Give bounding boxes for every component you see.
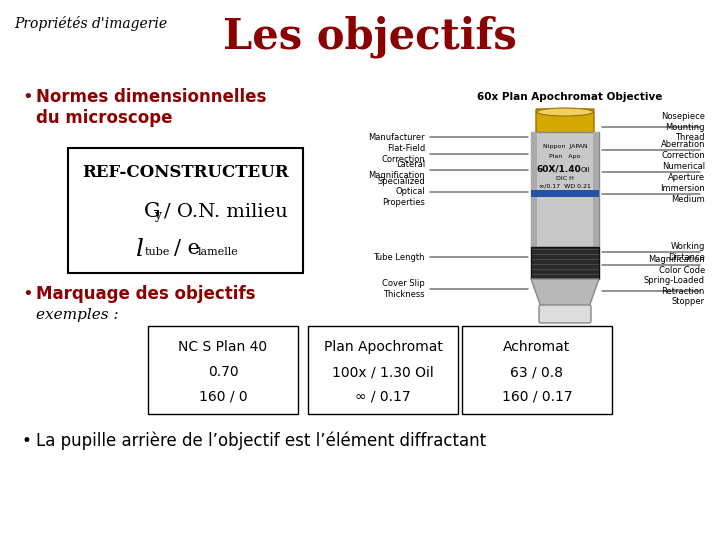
- Text: DIC H: DIC H: [556, 176, 574, 181]
- FancyBboxPatch shape: [531, 247, 599, 279]
- Text: Working
Distance: Working Distance: [668, 242, 705, 262]
- FancyBboxPatch shape: [148, 326, 298, 414]
- Text: REF-CONSTRUCTEUR: REF-CONSTRUCTEUR: [82, 164, 289, 181]
- Text: Achromat: Achromat: [503, 340, 571, 354]
- Text: •: •: [22, 285, 32, 303]
- FancyBboxPatch shape: [536, 109, 594, 133]
- Text: Les objectifs: Les objectifs: [223, 15, 517, 57]
- Ellipse shape: [537, 108, 593, 116]
- Text: 0.70: 0.70: [207, 365, 238, 379]
- Text: Nippon  JAPAN: Nippon JAPAN: [543, 144, 588, 149]
- Text: NC S Plan 40: NC S Plan 40: [179, 340, 268, 354]
- Text: / e: / e: [174, 239, 199, 258]
- Text: Tube Length: Tube Length: [374, 253, 425, 261]
- Text: 160 / 0.17: 160 / 0.17: [502, 390, 572, 404]
- Text: 60X/1.40: 60X/1.40: [536, 165, 581, 174]
- Text: 60x Plan Apochromat Objective: 60x Plan Apochromat Objective: [477, 92, 662, 102]
- FancyBboxPatch shape: [462, 326, 612, 414]
- Text: •: •: [22, 88, 32, 106]
- FancyBboxPatch shape: [531, 132, 599, 247]
- Text: G: G: [143, 202, 160, 221]
- Text: Marquage des objectifs: Marquage des objectifs: [36, 285, 256, 303]
- Text: Immersion
Medium: Immersion Medium: [660, 184, 705, 204]
- FancyBboxPatch shape: [68, 148, 303, 273]
- Text: •: •: [22, 432, 32, 450]
- Text: Spring-Loaded
Retraction
Stopper: Spring-Loaded Retraction Stopper: [644, 276, 705, 306]
- FancyBboxPatch shape: [308, 326, 458, 414]
- Text: Oil: Oil: [580, 167, 590, 173]
- Text: La pupille arrière de l’objectif est l’élément diffractant: La pupille arrière de l’objectif est l’é…: [36, 432, 486, 450]
- Text: 100x / 1.30 Oil: 100x / 1.30 Oil: [332, 365, 434, 379]
- Text: Plan Apochromat: Plan Apochromat: [323, 340, 442, 354]
- Text: Propriétés d'imagerie: Propriétés d'imagerie: [14, 16, 167, 31]
- Text: Manufacturer: Manufacturer: [369, 132, 425, 141]
- Text: Aberration
Correction: Aberration Correction: [660, 140, 705, 160]
- Text: 160 / 0: 160 / 0: [199, 390, 247, 404]
- Text: ∞ / 0.17: ∞ / 0.17: [355, 390, 411, 404]
- Text: l: l: [135, 238, 143, 261]
- Text: Cover Slip
Thickness: Cover Slip Thickness: [382, 279, 425, 299]
- Text: Nosepiece
Mounting
Thread: Nosepiece Mounting Thread: [661, 112, 705, 142]
- Text: Lateral
Magnification: Lateral Magnification: [368, 160, 425, 180]
- Text: tube: tube: [145, 247, 170, 257]
- Text: Magnification
Color Code: Magnification Color Code: [648, 255, 705, 275]
- Text: / O.N. milieu: / O.N. milieu: [163, 202, 287, 220]
- FancyBboxPatch shape: [531, 132, 537, 247]
- Text: Specialized
Optical
Properties: Specialized Optical Properties: [377, 177, 425, 207]
- Text: Flat-Field
Correction: Flat-Field Correction: [382, 144, 425, 164]
- Polygon shape: [531, 279, 599, 307]
- FancyBboxPatch shape: [593, 132, 599, 247]
- Text: Plan   Apo: Plan Apo: [549, 154, 581, 159]
- Text: 63 / 0.8: 63 / 0.8: [510, 365, 564, 379]
- FancyBboxPatch shape: [539, 305, 591, 323]
- Text: lamelle: lamelle: [197, 247, 238, 257]
- Text: exemples :: exemples :: [36, 308, 119, 322]
- Text: ∞/0.17  WD 0.21: ∞/0.17 WD 0.21: [539, 183, 591, 188]
- Text: y: y: [155, 209, 161, 222]
- FancyBboxPatch shape: [531, 190, 599, 197]
- Text: Numerical
Aperture: Numerical Aperture: [662, 163, 705, 181]
- Text: Normes dimensionnelles
du microscope: Normes dimensionnelles du microscope: [36, 88, 266, 127]
